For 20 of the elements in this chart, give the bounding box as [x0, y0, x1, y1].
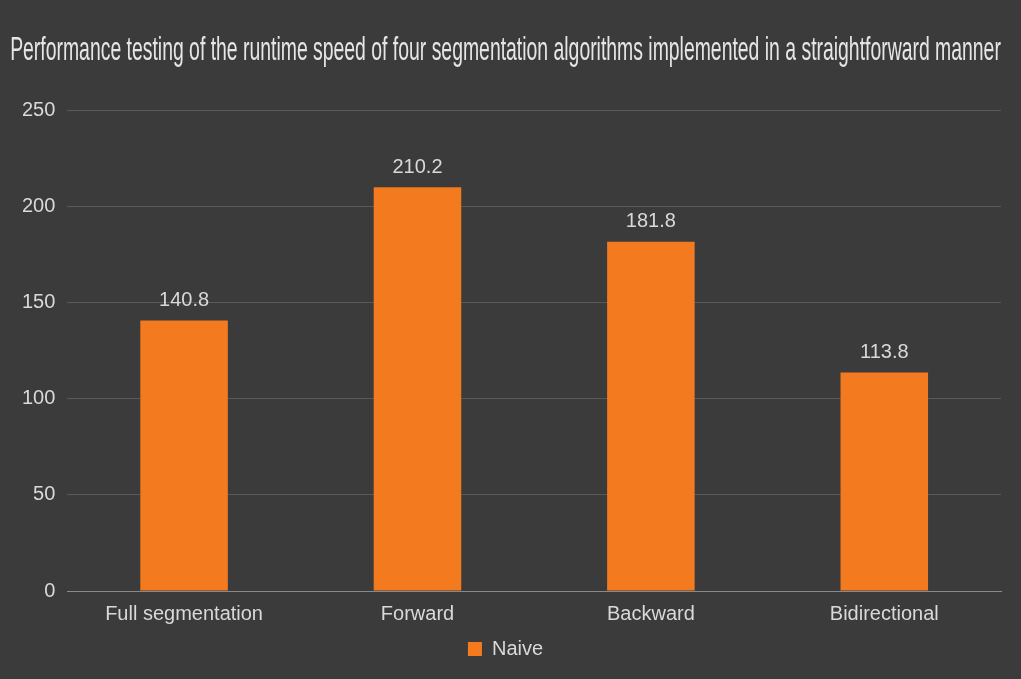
bar	[140, 320, 228, 591]
y-tick-label: 250	[21, 98, 56, 121]
y-tick-label: 50	[33, 482, 56, 505]
data-label: 181.8	[625, 209, 676, 232]
data-label: 113.8	[860, 339, 909, 362]
x-tick-label: Forward	[380, 601, 455, 624]
legend-label: Naive	[491, 636, 544, 659]
x-tick-label: Backward	[606, 601, 695, 624]
bar	[607, 241, 695, 591]
y-tick-label: 0	[44, 578, 56, 601]
data-label: 210.2	[392, 154, 443, 177]
data-label: 140.8	[159, 288, 210, 311]
bar	[840, 372, 929, 591]
x-tick-label: Bidirectional	[829, 601, 939, 624]
y-tick-label: 150	[21, 290, 56, 313]
y-tick-label: 200	[21, 194, 56, 217]
bar	[373, 187, 462, 591]
x-tick-label: Full segmentation	[105, 601, 264, 624]
chart-title: Performance testing of the runtime speed of four segmentation algorithms implemented in a straightforward manner	[10, 29, 1001, 68]
y-tick-label: 100	[21, 386, 56, 409]
